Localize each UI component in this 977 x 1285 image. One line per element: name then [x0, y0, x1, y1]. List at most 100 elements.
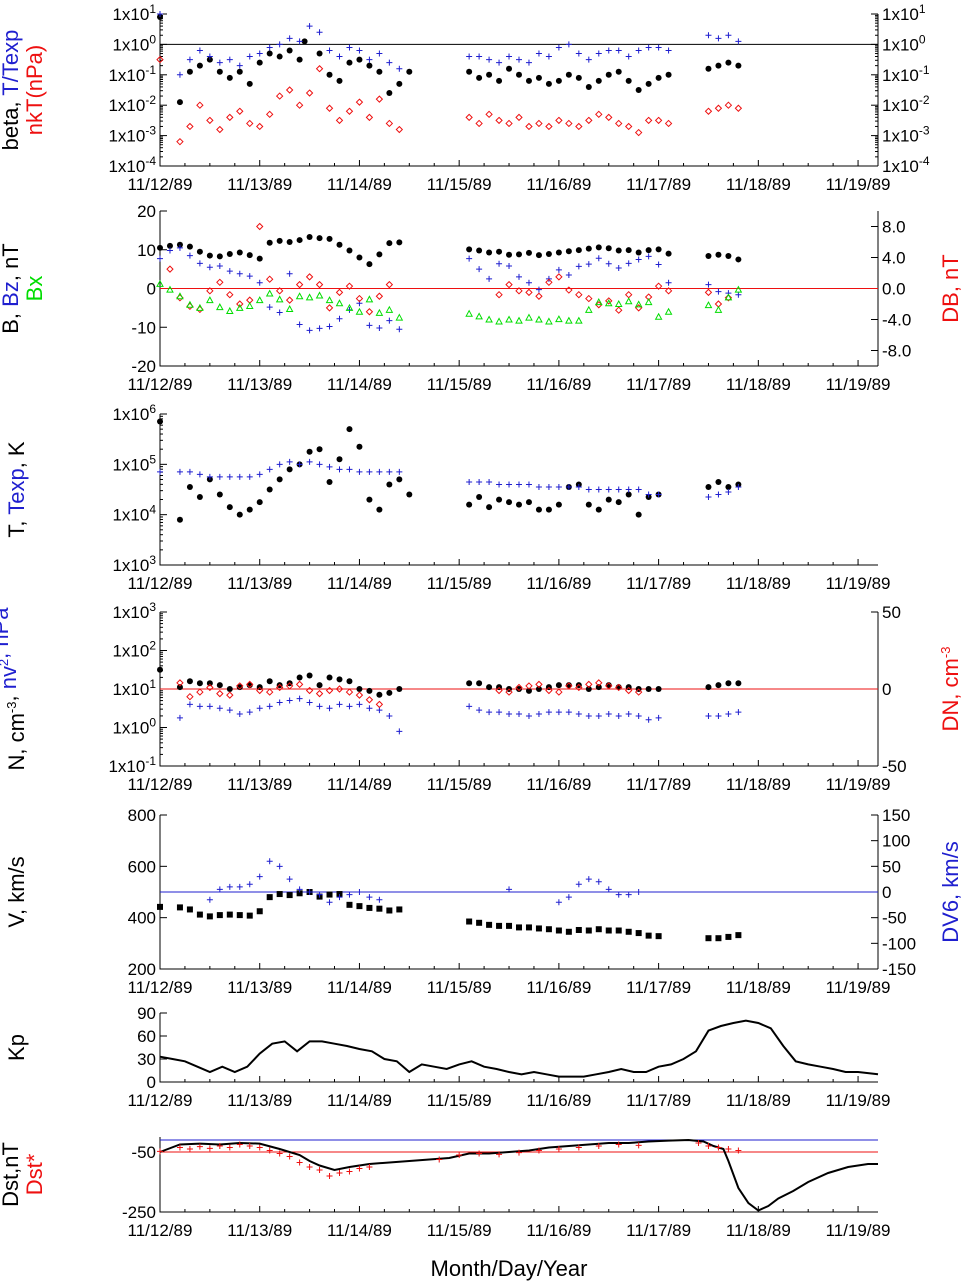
data-point — [385, 280, 394, 289]
x-tick-label: 11/13/89 — [227, 1091, 292, 1110]
data-point — [525, 288, 533, 297]
data-point — [406, 491, 413, 498]
data-point — [565, 682, 572, 689]
data-point — [346, 891, 353, 898]
data-point — [356, 889, 363, 895]
svg-text:beta, T/Texp: beta, T/Texp — [0, 30, 23, 151]
data-point — [356, 1165, 363, 1172]
data-point — [525, 77, 532, 84]
data-point — [316, 29, 323, 36]
data-point — [735, 256, 742, 263]
data-point — [216, 263, 223, 270]
data-point — [196, 494, 203, 501]
data-point — [704, 301, 713, 309]
data-point — [236, 473, 243, 480]
data-point — [595, 684, 602, 691]
data-point — [176, 292, 184, 300]
data-point — [516, 1149, 522, 1156]
data-point — [286, 47, 293, 54]
data-point — [575, 290, 583, 299]
data-point — [296, 56, 303, 63]
data-point — [496, 260, 503, 267]
data-point — [336, 315, 343, 322]
data-point — [615, 891, 622, 898]
data-point — [486, 709, 493, 716]
data-point — [575, 263, 582, 270]
data-point — [595, 878, 602, 885]
data-point — [396, 326, 403, 333]
data-point — [176, 137, 184, 146]
data-point — [496, 248, 503, 255]
data-point — [545, 483, 552, 490]
data-point — [266, 894, 273, 901]
data-point — [565, 483, 572, 490]
data-point — [355, 691, 364, 699]
data-point — [366, 468, 373, 475]
data-point — [555, 116, 563, 125]
data-point — [665, 279, 672, 286]
x-tick-label: 11/12/89 — [128, 1091, 193, 1110]
data-point — [376, 325, 383, 332]
data-point — [166, 265, 174, 273]
data-point — [644, 116, 653, 125]
data-point — [315, 65, 324, 73]
data-point — [196, 248, 203, 255]
data-point — [236, 249, 243, 256]
y-right-tick-label: 0 — [882, 680, 891, 699]
data-point — [286, 458, 293, 465]
data-point — [595, 77, 602, 84]
panel-v: 200 400 600 800 -150 -100 -50 0 50 100 150 11/12/89… — [4, 806, 963, 997]
svg-text:V, km/s: V, km/s — [4, 856, 29, 927]
y-axis-label: beta, T/Texp — [0, 30, 23, 151]
data-point — [565, 41, 572, 48]
panel-n: 1x10-1 1x100 1x101 1x102 1x103 -50 0 50 11/12/89… — [0, 600, 963, 794]
data-point — [615, 68, 622, 75]
x-tick-label: 11/16/89 — [526, 1221, 591, 1240]
data-point — [216, 278, 224, 287]
data-point — [226, 251, 233, 258]
y-axis-label: N, cm-3, nv2, nPa — [0, 607, 29, 771]
data-point — [654, 282, 663, 290]
data-point — [256, 705, 263, 712]
data-point — [346, 306, 353, 313]
y-right-tick-label: 150 — [882, 806, 910, 825]
y-axis-label: T, Texp, K — [4, 441, 29, 538]
data-point — [386, 59, 393, 66]
data-point — [157, 14, 163, 21]
data-point — [336, 701, 343, 708]
data-point — [295, 280, 304, 289]
data-point — [306, 233, 313, 240]
data-point — [604, 299, 613, 307]
data-point — [735, 709, 742, 716]
data-point — [356, 468, 363, 475]
x-tick-label: 11/13/89 — [227, 775, 292, 794]
data-point — [396, 476, 403, 483]
data-point — [396, 728, 403, 735]
data-point — [315, 280, 324, 289]
data-point — [575, 483, 582, 490]
data-point — [275, 287, 284, 295]
data-point — [476, 478, 483, 485]
data-point — [555, 688, 563, 696]
data-point — [735, 483, 742, 490]
data-point — [246, 1143, 253, 1149]
panel-kp-line — [159, 1019, 879, 1078]
data-point — [335, 299, 344, 307]
data-point — [276, 1150, 283, 1157]
data-point — [704, 288, 713, 297]
data-point — [266, 239, 273, 246]
data-point — [466, 246, 473, 253]
data-point — [615, 712, 622, 719]
data-point — [644, 298, 653, 306]
data-point — [276, 891, 283, 898]
data-point — [325, 304, 334, 312]
data-point — [376, 50, 383, 57]
y-right-tick-label: 1x101 — [882, 2, 926, 24]
svg-text:T, Texp, K: T, Texp, K — [4, 441, 29, 538]
data-point — [615, 247, 622, 254]
data-point — [186, 468, 193, 475]
y-tick-label: 800 — [128, 806, 156, 825]
data-point — [246, 506, 253, 513]
data-point — [226, 113, 234, 122]
data-point — [635, 511, 642, 518]
